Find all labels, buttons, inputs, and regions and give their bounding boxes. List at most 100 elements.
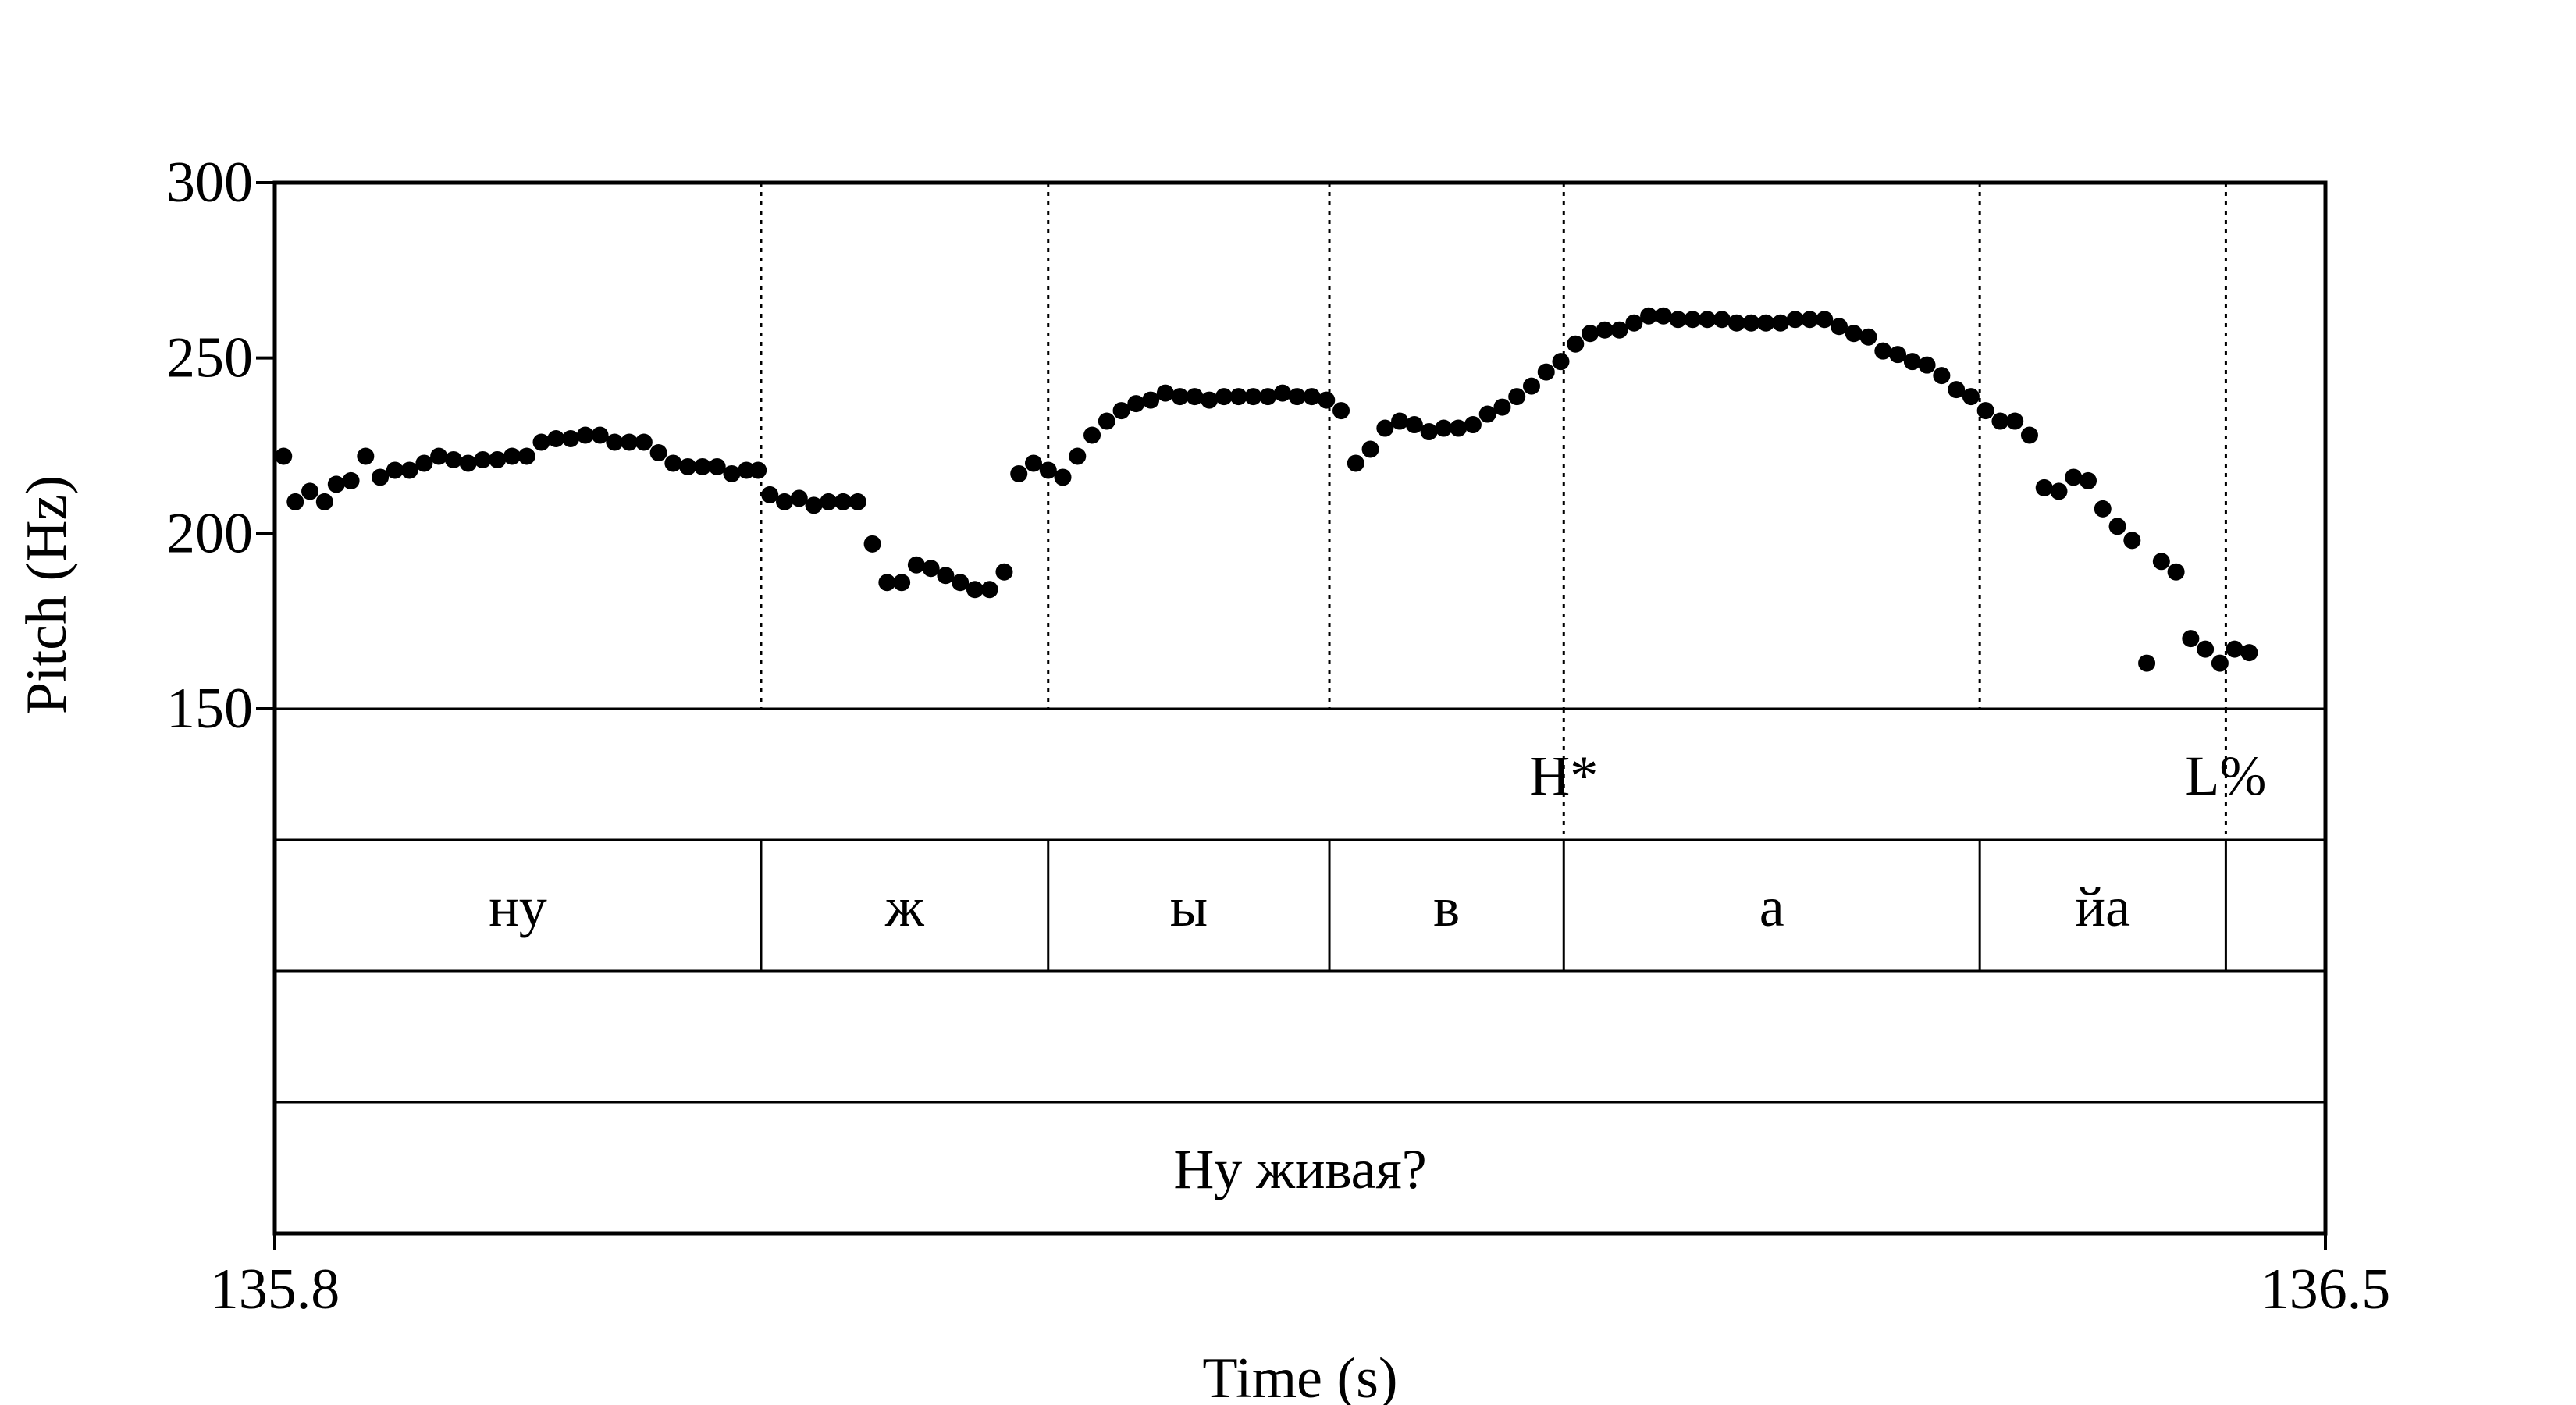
pitch-point-112 — [1903, 353, 1921, 371]
pitch-point-83 — [1478, 405, 1496, 423]
pitch-point-101 — [1742, 314, 1760, 332]
pitch-point-16 — [503, 447, 521, 465]
pitch-point-100 — [1727, 314, 1745, 332]
pitch-point-14 — [474, 450, 492, 468]
pitch-point-80 — [1435, 419, 1453, 437]
pitch-point-25 — [635, 433, 653, 451]
pitch-point-30 — [708, 457, 726, 475]
pitch-point-74 — [1347, 454, 1364, 472]
pitch-point-52 — [1024, 454, 1042, 472]
pitch-point-47 — [952, 574, 970, 592]
interval-label-1-2: ы — [1170, 876, 1208, 938]
pitch-point-120 — [2020, 426, 2038, 444]
pitch-point-44 — [907, 556, 925, 574]
pitch-point-58 — [1112, 402, 1130, 420]
pitch-point-73 — [1332, 402, 1350, 420]
pitch-point-35 — [775, 493, 793, 510]
y-tick-label-3: 300 — [166, 151, 253, 215]
pitch-point-114 — [1933, 367, 1951, 385]
pitch-point-10 — [415, 454, 433, 472]
pitch-point-133 — [2211, 654, 2229, 672]
interval-label-1-3: в — [1433, 876, 1460, 938]
pitch-point-123 — [2065, 468, 2083, 486]
pitch-point-70 — [1288, 388, 1306, 406]
pitch-point-8 — [386, 461, 404, 479]
pitch-point-46 — [937, 567, 955, 585]
pitch-point-55 — [1069, 447, 1087, 465]
pitch-point-4 — [327, 475, 345, 493]
y-tick-label-0: 150 — [166, 677, 253, 741]
interval-label-1-1: ж — [884, 876, 925, 938]
pitch-point-7 — [372, 468, 390, 486]
y-axis: 150 200 250 300 — [166, 151, 275, 741]
pitch-point-42 — [878, 574, 896, 592]
pitch-point-79 — [1420, 423, 1438, 441]
pitch-point-118 — [1991, 412, 2009, 430]
pitch-point-134 — [2226, 640, 2243, 658]
pitch-point-66 — [1229, 388, 1247, 406]
pitch-point-95 — [1654, 307, 1672, 325]
pitch-point-81 — [1450, 419, 1468, 437]
pitch-point-88 — [1552, 353, 1570, 371]
interval-boundary-lines — [760, 183, 2227, 709]
pitch-point-102 — [1757, 314, 1775, 332]
pitch-point-96 — [1669, 311, 1687, 329]
pitch-point-23 — [606, 433, 624, 451]
pitch-point-106 — [1816, 311, 1834, 329]
plot-frames — [272, 180, 2328, 1236]
pitch-point-119 — [2006, 412, 2024, 430]
pitch-point-61 — [1156, 384, 1174, 402]
pitch-point-98 — [1699, 311, 1717, 329]
pitch-point-125 — [2094, 500, 2112, 518]
pitch-point-92 — [1610, 321, 1628, 339]
pitch-point-36 — [790, 489, 808, 507]
pitch-point-111 — [1889, 346, 1907, 364]
pitch-point-124 — [2080, 471, 2097, 489]
pitch-point-85 — [1508, 388, 1526, 406]
pitch-point-22 — [591, 426, 609, 444]
pitch-point-116 — [1962, 388, 1980, 406]
pitch-point-104 — [1786, 311, 1804, 329]
pitch-point-37 — [805, 496, 823, 514]
y-tick-label-2: 250 — [166, 326, 253, 390]
pitch-point-12 — [444, 450, 462, 468]
pitch-point-48 — [966, 581, 984, 599]
pitch-point-69 — [1273, 384, 1291, 402]
pitch-point-21 — [576, 426, 594, 444]
pitch-point-117 — [1976, 402, 1994, 420]
pitch-point-107 — [1831, 318, 1848, 336]
pitch-point-63 — [1186, 388, 1204, 406]
pitch-point-31 — [723, 464, 741, 482]
pitch-point-105 — [1801, 311, 1819, 329]
pitch-point-11 — [430, 447, 448, 465]
pitch-point-33 — [749, 461, 767, 479]
pitch-point-99 — [1713, 311, 1731, 329]
pitch-point-1 — [286, 493, 304, 510]
pitch-point-53 — [1039, 461, 1057, 479]
x-tick-label-0: 135.8 — [210, 1257, 340, 1321]
pitch-point-54 — [1054, 468, 1072, 486]
pitch-point-75 — [1361, 440, 1379, 458]
interval-label-1-0: ну — [489, 876, 547, 938]
pitch-point-71 — [1303, 388, 1321, 406]
pitch-point-17 — [518, 447, 535, 465]
interval-label-1-4: а — [1759, 876, 1784, 938]
pitch-point-87 — [1537, 363, 1555, 381]
pitch-point-27 — [664, 454, 682, 472]
pitch-point-45 — [922, 560, 940, 578]
pitch-point-34 — [761, 486, 779, 503]
pitch-point-15 — [489, 450, 507, 468]
pitch-point-130 — [2167, 563, 2185, 581]
tone-label-0: H* — [1529, 745, 1598, 807]
pitch-point-126 — [2108, 518, 2126, 535]
y-tick-label-1: 200 — [166, 501, 253, 565]
pitch-point-5 — [342, 471, 360, 489]
pitch-point-3 — [315, 493, 333, 510]
pitch-point-13 — [459, 454, 477, 472]
pitch-point-110 — [1874, 342, 1892, 360]
pitch-point-59 — [1127, 395, 1145, 413]
pitch-point-121 — [2035, 478, 2053, 496]
pitch-point-39 — [834, 493, 852, 510]
pitch-point-65 — [1215, 388, 1233, 406]
